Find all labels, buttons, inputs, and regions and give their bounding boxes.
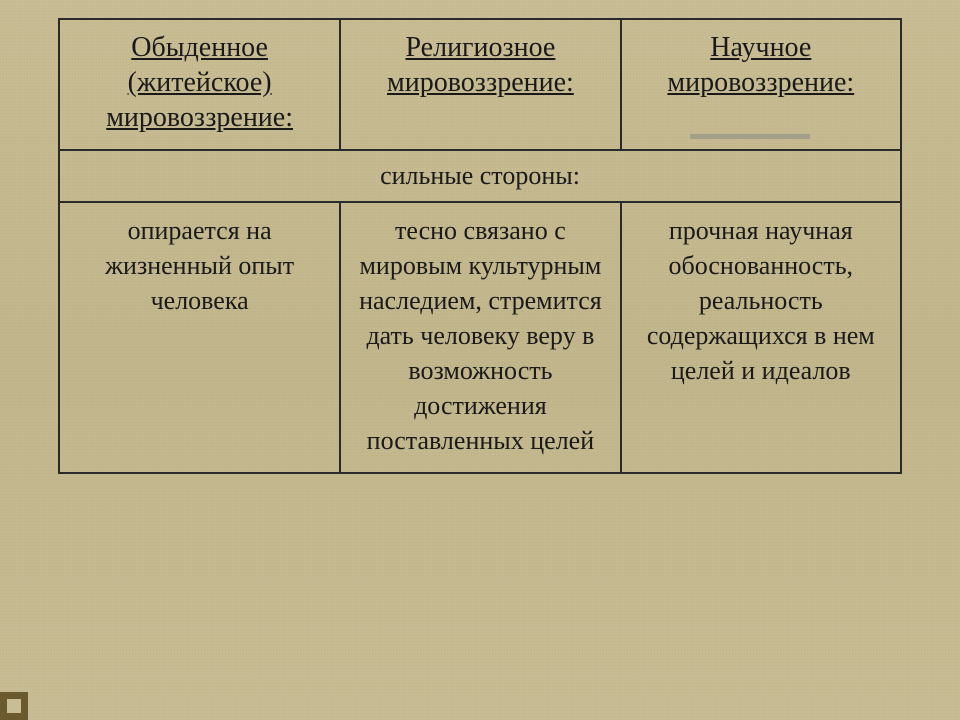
slide-corner-accent-icon <box>0 692 28 720</box>
cell-everyday: опирается на жизненный опыт человека <box>59 202 340 474</box>
table-header-row: Обыденное (житейское) мировоззрение: Рел… <box>59 19 901 150</box>
worldview-comparison-table: Обыденное (житейское) мировоззрение: Рел… <box>58 18 902 474</box>
section-label: сильные стороны: <box>59 150 901 202</box>
header-everyday: Обыденное (житейское) мировоззрение: <box>59 19 340 150</box>
header-religious: Религиозное мировоззрение: <box>340 19 620 150</box>
section-label-row: сильные стороны: <box>59 150 901 202</box>
cell-scientific: прочная научная обоснованность, реальнос… <box>621 202 901 474</box>
cell-religious: тесно связано с мировым культурным насле… <box>340 202 620 474</box>
table-body-row: опирается на жизненный опыт человека тес… <box>59 202 901 474</box>
header-scientific: Научное мировоззрение: <box>621 19 901 150</box>
